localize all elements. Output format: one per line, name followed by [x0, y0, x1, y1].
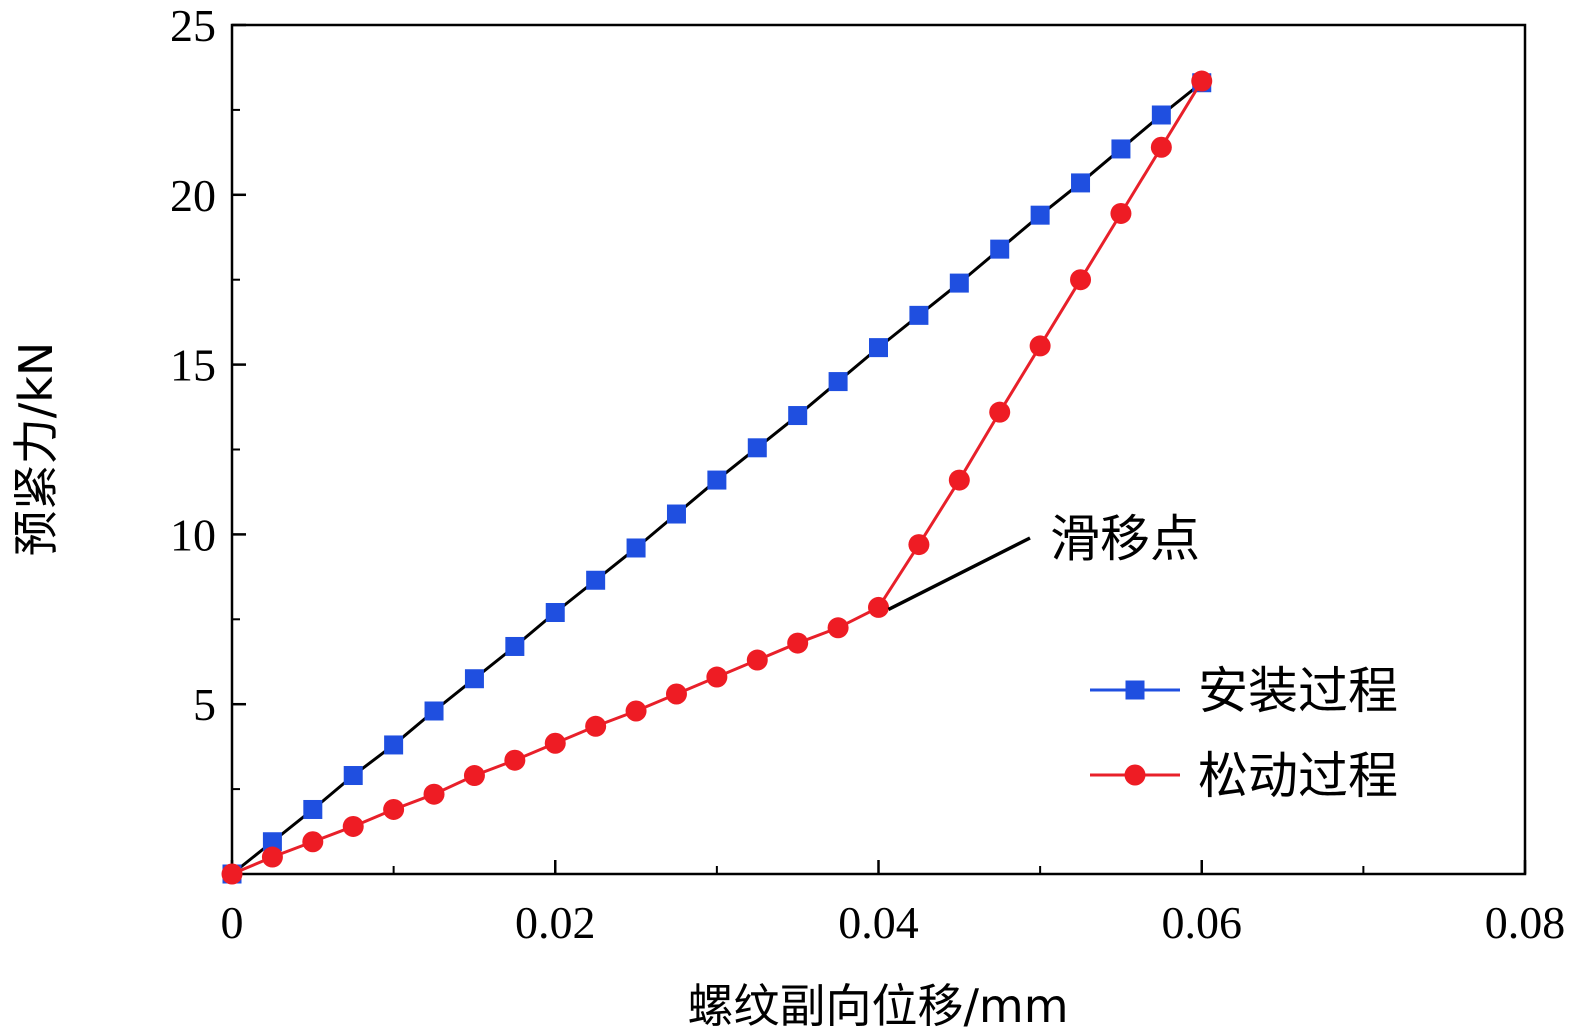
x-tick-label: 0.08 [1485, 897, 1566, 948]
data-point-square [990, 239, 1010, 259]
data-point-square [545, 603, 565, 623]
data-point-square [586, 570, 606, 590]
legend-marker-circle [1124, 764, 1146, 786]
data-point-circle [1029, 335, 1051, 357]
legend-label: 松动过程 [1198, 747, 1398, 805]
data-point-circle [544, 732, 566, 754]
data-point-square [384, 735, 404, 755]
data-point-square [1071, 173, 1091, 193]
data-point-square [343, 766, 363, 786]
data-point-circle [665, 683, 687, 705]
data-point-square [707, 470, 727, 490]
data-point-square [1030, 205, 1050, 225]
data-point-circle [423, 783, 445, 805]
data-point-circle [868, 596, 889, 618]
data-point-square [505, 636, 525, 656]
data-point-circle [1070, 269, 1092, 291]
y-tick-label: 20 [170, 170, 216, 221]
data-point-square [464, 669, 484, 689]
data-point-square [262, 832, 282, 852]
data-point-circle [706, 666, 728, 688]
data-point-square [788, 406, 808, 426]
data-point-square [1111, 139, 1131, 159]
data-point-circle [302, 831, 324, 853]
data-point-circle [908, 534, 930, 556]
legend-label: 安装过程 [1198, 662, 1398, 720]
legend-item-1: 安装过程 [1090, 662, 1398, 720]
data-point-square [1151, 105, 1171, 125]
annotation-leader-line [887, 536, 1031, 611]
y-tick-label: 5 [193, 679, 216, 730]
data-point-circle [746, 649, 768, 671]
data-point-circle [827, 617, 849, 639]
legend-item-2: 松动过程 [1090, 747, 1398, 805]
data-point-circle [221, 863, 243, 885]
legend-marker-square [1125, 680, 1145, 700]
data-point-circle [463, 765, 485, 787]
data-point-circle [787, 632, 809, 654]
annotation-label: 滑移点 [1050, 510, 1200, 568]
series-2 [221, 70, 1213, 885]
data-point-square [626, 538, 646, 558]
data-point-square [424, 701, 444, 721]
data-point-square [666, 504, 686, 524]
y-tick-label: 10 [170, 509, 216, 560]
data-point-circle [342, 815, 364, 837]
y-axis-title: 预紧力/kN [9, 342, 63, 557]
data-point-circle [585, 715, 607, 737]
annotation-layer: 滑移点 [887, 510, 1200, 611]
data-point-square [949, 273, 969, 293]
data-point-square [303, 799, 323, 819]
y-tick-label: 15 [170, 340, 216, 391]
data-point-circle [625, 700, 647, 722]
data-point-square [828, 372, 848, 392]
data-point-square [909, 305, 929, 325]
data-point-square [869, 338, 888, 358]
data-point-circle [948, 469, 970, 491]
x-tick-label: 0.04 [838, 897, 919, 948]
x-tick-label: 0.02 [515, 897, 596, 948]
data-point-circle [1191, 70, 1213, 92]
x-tick-label: 0.06 [1162, 897, 1243, 948]
y-tick-label: 25 [170, 0, 216, 51]
data-point-circle [1150, 136, 1172, 158]
axis-ticks [230, 23, 1527, 874]
data-point-circle [261, 846, 283, 868]
series-1 [222, 73, 1212, 884]
x-axis-title: 螺纹副向位移/mm [687, 979, 1068, 1030]
data-point-circle [1110, 202, 1132, 224]
data-point-circle [383, 798, 405, 820]
series-layer [221, 70, 1213, 885]
data-point-circle [504, 749, 526, 771]
x-tick-label: 0 [221, 897, 244, 948]
data-point-square [747, 438, 767, 458]
data-point-circle [989, 401, 1011, 423]
tick-labels: 0 0.02 0.04 0.06 0.08 5 10 15 20 25 [170, 0, 1565, 948]
